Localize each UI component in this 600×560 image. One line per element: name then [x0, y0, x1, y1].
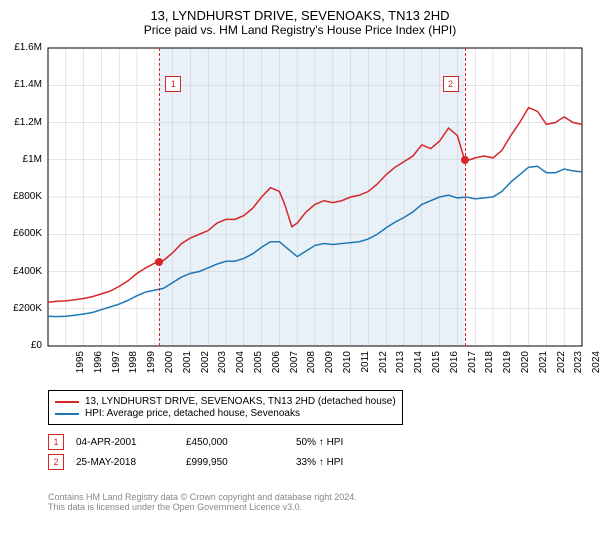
- x-tick-label: 1995: [75, 351, 86, 381]
- transaction-table: 1 04-APR-2001£450,00050% ↑ HPI 2 25-MAY-201…: [48, 434, 406, 474]
- x-tick-label: 2014: [413, 351, 424, 381]
- x-tick-label: 2002: [200, 351, 211, 381]
- x-tick-label: 2021: [538, 351, 549, 381]
- x-tick-label: 2007: [289, 351, 300, 381]
- legend-item: HPI: Average price, detached house, Seve…: [55, 408, 396, 419]
- transaction-row: 2 25-MAY-2018£999,95033% ↑ HPI: [48, 454, 406, 470]
- chart-container: 13, LYNDHURST DRIVE, SEVENOAKS, TN13 2HD…: [0, 0, 600, 560]
- legend: 13, LYNDHURST DRIVE, SEVENOAKS, TN13 2HD…: [48, 390, 403, 425]
- x-tick-label: 2003: [217, 351, 228, 381]
- y-tick-label: £1.4M: [0, 79, 42, 90]
- transaction-date: 25-MAY-2018: [76, 457, 186, 468]
- legend-item: 13, LYNDHURST DRIVE, SEVENOAKS, TN13 2HD…: [55, 396, 396, 407]
- marker-box: 2: [443, 76, 459, 92]
- transaction-marker: 1: [48, 434, 64, 450]
- x-tick-label: 2012: [378, 351, 389, 381]
- legend-line: [55, 413, 79, 415]
- x-tick-label: 2004: [235, 351, 246, 381]
- x-tick-label: 2011: [360, 351, 371, 381]
- y-tick-label: £400K: [0, 266, 42, 277]
- x-tick-label: 2024: [591, 351, 600, 381]
- transaction-row: 1 04-APR-2001£450,00050% ↑ HPI: [48, 434, 406, 450]
- x-tick-label: 2008: [306, 351, 317, 381]
- transaction-date: 04-APR-2001: [76, 437, 186, 448]
- marker-dashline: [465, 48, 466, 346]
- x-tick-label: 2017: [467, 351, 478, 381]
- x-tick-label: 2020: [520, 351, 531, 381]
- legend-label: 13, LYNDHURST DRIVE, SEVENOAKS, TN13 2HD…: [85, 396, 396, 407]
- y-tick-label: £1M: [0, 154, 42, 165]
- x-tick-label: 2001: [182, 351, 193, 381]
- credits-line2: This data is licensed under the Open Gov…: [48, 502, 357, 512]
- y-tick-label: £800K: [0, 191, 42, 202]
- x-tick-label: 2009: [324, 351, 335, 381]
- x-tick-label: 2019: [502, 351, 513, 381]
- marker-dot: [461, 156, 469, 164]
- transaction-price: £450,000: [186, 437, 296, 448]
- transaction-marker: 2: [48, 454, 64, 470]
- x-tick-label: 2010: [342, 351, 353, 381]
- marker-box: 1: [165, 76, 181, 92]
- legend-label: HPI: Average price, detached house, Seve…: [85, 408, 300, 419]
- x-tick-label: 2013: [395, 351, 406, 381]
- x-tick-label: 2022: [556, 351, 567, 381]
- transaction-price: £999,950: [186, 457, 296, 468]
- legend-line: [55, 401, 79, 403]
- credits: Contains HM Land Registry data © Crown c…: [48, 492, 357, 512]
- x-tick-label: 2006: [271, 351, 282, 381]
- y-tick-label: £1.2M: [0, 117, 42, 128]
- x-tick-label: 2018: [484, 351, 495, 381]
- y-tick-label: £200K: [0, 303, 42, 314]
- x-tick-label: 2000: [164, 351, 175, 381]
- x-tick-label: 1998: [128, 351, 139, 381]
- y-tick-label: £0: [0, 340, 42, 351]
- marker-dashline: [159, 48, 160, 346]
- x-tick-label: 2005: [253, 351, 264, 381]
- credits-line1: Contains HM Land Registry data © Crown c…: [48, 492, 357, 502]
- transaction-diff: 33% ↑ HPI: [296, 457, 406, 468]
- transaction-diff: 50% ↑ HPI: [296, 437, 406, 448]
- y-tick-label: £1.6M: [0, 42, 42, 53]
- x-tick-label: 1997: [111, 351, 122, 381]
- x-tick-label: 2023: [573, 351, 584, 381]
- x-tick-label: 1996: [93, 351, 104, 381]
- chart-plot: [0, 0, 588, 348]
- x-tick-label: 2015: [431, 351, 442, 381]
- y-tick-label: £600K: [0, 228, 42, 239]
- x-tick-label: 1999: [146, 351, 157, 381]
- x-tick-label: 2016: [449, 351, 460, 381]
